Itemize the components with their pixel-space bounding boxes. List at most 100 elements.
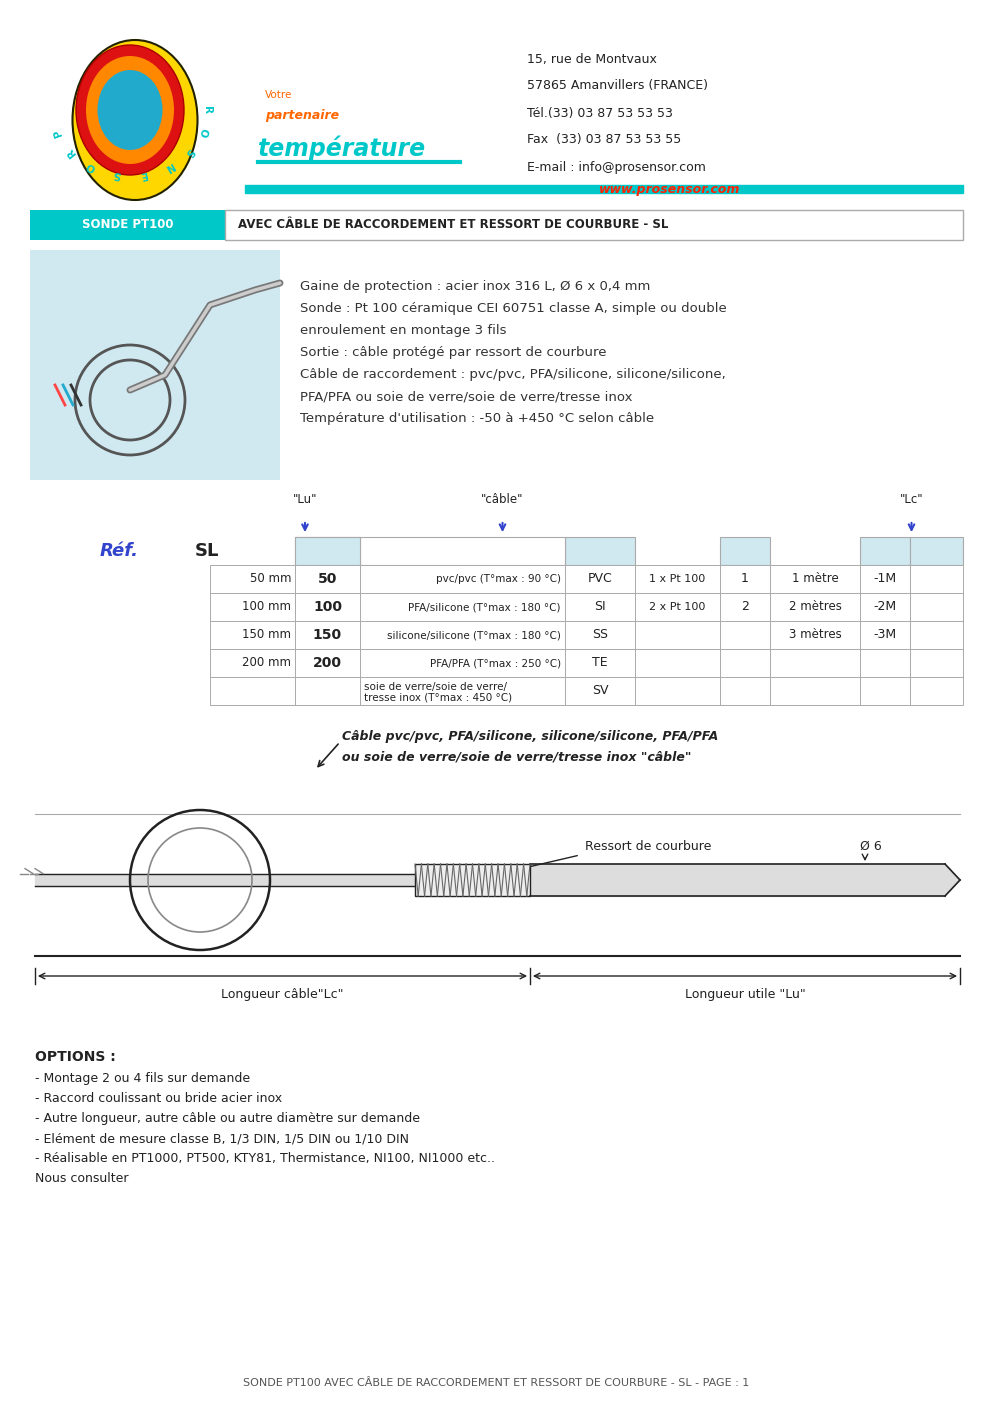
Text: 50 mm: 50 mm xyxy=(249,573,291,585)
Text: 57865 Amanvillers (FRANCE): 57865 Amanvillers (FRANCE) xyxy=(527,80,708,93)
Text: OPTIONS :: OPTIONS : xyxy=(35,1050,116,1064)
Bar xyxy=(295,536,360,564)
Bar xyxy=(565,592,635,621)
Bar xyxy=(720,649,770,677)
Text: Longueur câble"Lc": Longueur câble"Lc" xyxy=(221,988,344,1001)
Bar xyxy=(770,649,860,677)
Text: SV: SV xyxy=(592,685,609,698)
Text: PFA/silicone (T°max : 180 °C): PFA/silicone (T°max : 180 °C) xyxy=(408,602,561,612)
Text: R: R xyxy=(65,146,77,159)
Bar xyxy=(720,621,770,649)
Text: Sortie : câble protégé par ressort de courbure: Sortie : câble protégé par ressort de co… xyxy=(300,345,607,359)
Text: AVEC CÂBLE DE RACCORDEMENT ET RESSORT DE COURBURE - SL: AVEC CÂBLE DE RACCORDEMENT ET RESSORT DE… xyxy=(238,219,668,232)
Bar xyxy=(860,592,910,621)
Text: 1: 1 xyxy=(741,573,749,585)
Bar xyxy=(860,564,910,592)
Bar xyxy=(295,564,360,592)
Bar xyxy=(720,564,770,592)
Bar xyxy=(860,536,910,564)
Text: 200: 200 xyxy=(313,656,342,670)
Bar xyxy=(225,211,963,240)
Bar xyxy=(770,564,860,592)
Text: Nous consulter: Nous consulter xyxy=(35,1172,128,1185)
Bar xyxy=(635,621,720,649)
Bar xyxy=(210,592,295,621)
Polygon shape xyxy=(945,863,960,896)
Bar xyxy=(635,592,720,621)
Bar xyxy=(635,564,720,592)
Bar xyxy=(720,677,770,705)
Text: SI: SI xyxy=(594,601,606,614)
Bar xyxy=(770,677,860,705)
Bar xyxy=(360,592,565,621)
Ellipse shape xyxy=(76,45,184,176)
Bar xyxy=(210,649,295,677)
Bar xyxy=(295,677,360,705)
Bar xyxy=(635,649,720,677)
Bar xyxy=(565,677,635,705)
Bar xyxy=(910,536,963,564)
Ellipse shape xyxy=(72,39,198,199)
Text: Gaine de protection : acier inox 316 L, Ø 6 x 0,4 mm: Gaine de protection : acier inox 316 L, … xyxy=(300,279,650,293)
Text: PFA/PFA ou soie de verre/soie de verre/tresse inox: PFA/PFA ou soie de verre/soie de verre/t… xyxy=(300,390,633,403)
Text: température: température xyxy=(258,135,426,160)
Text: enroulement en montage 3 fils: enroulement en montage 3 fils xyxy=(300,324,506,337)
Bar xyxy=(720,536,770,564)
Ellipse shape xyxy=(86,56,174,164)
Bar xyxy=(910,649,963,677)
Bar xyxy=(245,185,963,192)
Text: Fax  (33) 03 87 53 53 55: Fax (33) 03 87 53 53 55 xyxy=(527,133,681,146)
Bar xyxy=(635,677,720,705)
Bar xyxy=(30,250,280,480)
Text: -1M: -1M xyxy=(874,573,897,585)
Text: tresse inox (T°max : 450 °C): tresse inox (T°max : 450 °C) xyxy=(364,692,512,702)
Bar xyxy=(360,621,565,649)
Text: 2 mètres: 2 mètres xyxy=(788,601,841,614)
Text: "Lc": "Lc" xyxy=(900,493,923,505)
Bar xyxy=(565,536,635,564)
Bar xyxy=(565,564,635,592)
Text: O: O xyxy=(197,126,209,138)
Bar xyxy=(910,621,963,649)
Text: O: O xyxy=(85,160,97,173)
Bar xyxy=(295,592,360,621)
Text: S: S xyxy=(183,146,196,159)
Bar xyxy=(360,564,565,592)
Bar xyxy=(360,536,565,564)
Text: ou soie de verre/soie de verre/tresse inox "câble": ou soie de verre/soie de verre/tresse in… xyxy=(342,750,691,762)
Text: - Montage 2 ou 4 fils sur demande: - Montage 2 ou 4 fils sur demande xyxy=(35,1073,250,1085)
Text: "câble": "câble" xyxy=(482,493,523,505)
Text: R: R xyxy=(202,105,212,114)
Text: - Raccord coulissant ou bride acier inox: - Raccord coulissant ou bride acier inox xyxy=(35,1092,282,1105)
Text: silicone/silicone (T°max : 180 °C): silicone/silicone (T°max : 180 °C) xyxy=(387,630,561,640)
Text: partenaire: partenaire xyxy=(265,108,340,122)
Text: PFA/PFA (T°max : 250 °C): PFA/PFA (T°max : 250 °C) xyxy=(430,658,561,668)
Bar xyxy=(210,564,295,592)
Bar xyxy=(295,621,360,649)
Bar xyxy=(565,621,635,649)
Text: S: S xyxy=(112,168,121,180)
Text: Sonde : Pt 100 céramique CEI 60751 classe A, simple ou double: Sonde : Pt 100 céramique CEI 60751 class… xyxy=(300,302,727,314)
Text: Ressort de courbure: Ressort de courbure xyxy=(585,840,711,854)
Bar xyxy=(360,677,565,705)
Bar xyxy=(295,649,360,677)
Bar xyxy=(910,592,963,621)
Text: P: P xyxy=(52,128,64,138)
Bar xyxy=(770,592,860,621)
Text: SONDE PT100: SONDE PT100 xyxy=(82,219,174,232)
Text: 100: 100 xyxy=(313,600,342,614)
Text: 150: 150 xyxy=(313,628,342,642)
Text: 150 mm: 150 mm xyxy=(242,629,291,642)
Text: Ø 6: Ø 6 xyxy=(860,840,882,854)
Text: 15, rue de Montvaux: 15, rue de Montvaux xyxy=(527,52,657,66)
Text: 2: 2 xyxy=(741,601,749,614)
Text: E: E xyxy=(139,168,148,180)
Text: Câble pvc/pvc, PFA/silicone, silicone/silicone, PFA/PFA: Câble pvc/pvc, PFA/silicone, silicone/si… xyxy=(342,730,718,743)
Text: 100 mm: 100 mm xyxy=(242,601,291,614)
Text: -3M: -3M xyxy=(874,629,897,642)
Text: SS: SS xyxy=(592,629,608,642)
Bar xyxy=(565,649,635,677)
Text: Température d'utilisation : -50 à +450 °C selon câble: Température d'utilisation : -50 à +450 °… xyxy=(300,411,654,425)
Text: 3 mètres: 3 mètres xyxy=(788,629,841,642)
Text: "Lu": "Lu" xyxy=(293,493,317,505)
